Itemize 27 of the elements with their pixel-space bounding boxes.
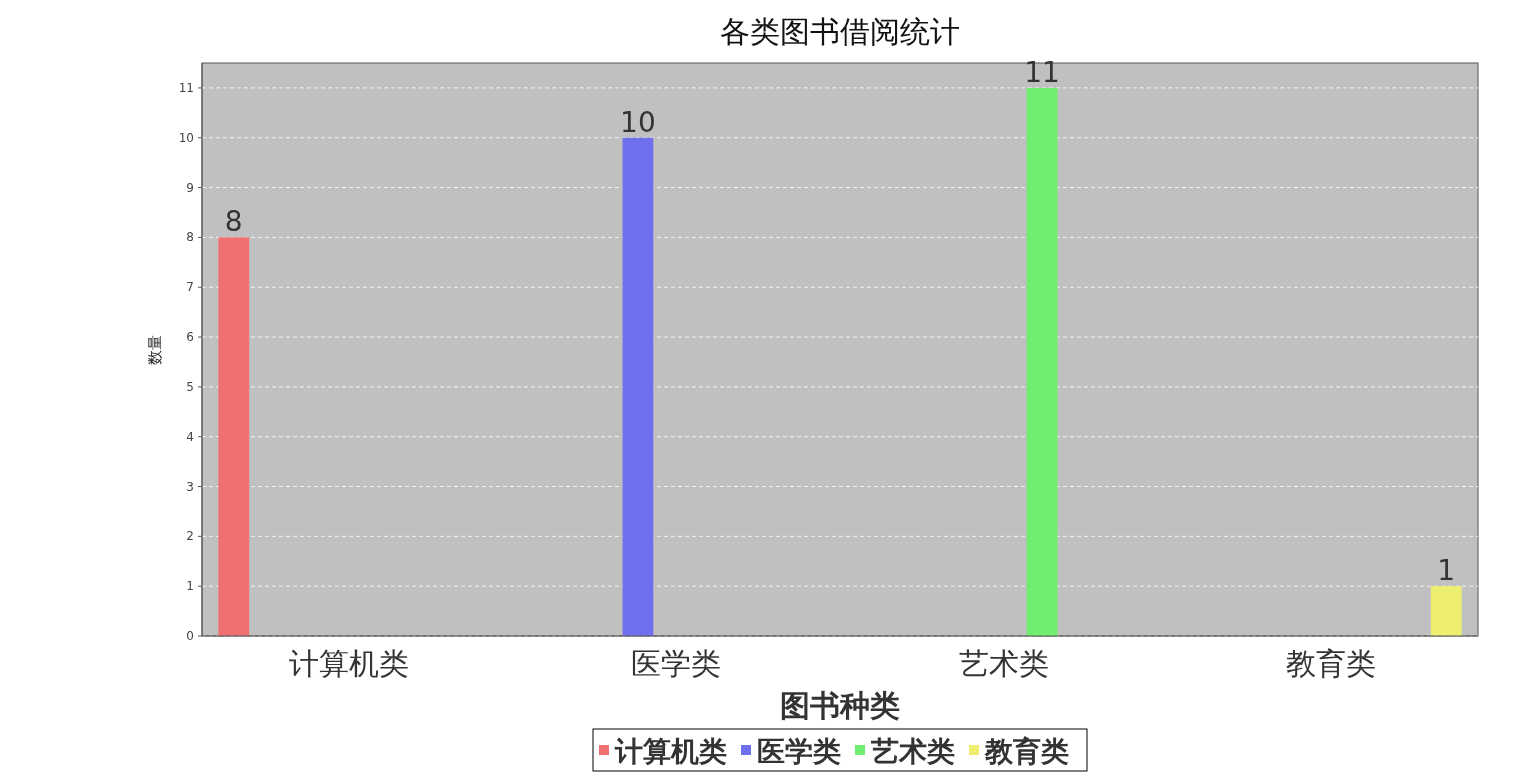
x-tick-label: 计算机类	[289, 646, 410, 681]
y-tick-label: 4	[186, 429, 194, 444]
data-label: 1	[1437, 554, 1456, 588]
legend-label: 艺术类	[870, 735, 955, 768]
y-tick-label: 0	[186, 629, 194, 643]
x-axis-title: 图书种类	[780, 688, 900, 723]
legend-label: 教育类	[984, 735, 1069, 768]
data-label: 8	[224, 205, 243, 239]
data-label: 10	[620, 105, 656, 139]
y-tick-label: 3	[186, 479, 194, 494]
y-tick-label: 5	[186, 379, 194, 394]
legend-label: 医学类	[757, 735, 841, 768]
legend-label: 计算机类	[614, 735, 727, 768]
y-tick-label: 8	[186, 230, 194, 245]
y-axis-title: 数量	[146, 334, 164, 365]
y-tick-label: 9	[186, 180, 194, 195]
y-tick-label: 10	[178, 130, 194, 145]
data-label: 11	[1024, 55, 1060, 89]
y-tick-label: 11	[178, 80, 194, 95]
y-tick-label: 1	[186, 579, 194, 594]
chart-title: 各类图书借阅统计	[720, 14, 960, 49]
y-tick-label: 6	[186, 330, 194, 345]
y-tick-label: 7	[186, 280, 194, 295]
x-tick-label: 教育类	[1285, 646, 1376, 681]
x-tick-label: 医学类	[631, 646, 722, 681]
y-tick-label: 2	[186, 529, 194, 544]
x-tick-label: 艺术类	[958, 646, 1049, 681]
